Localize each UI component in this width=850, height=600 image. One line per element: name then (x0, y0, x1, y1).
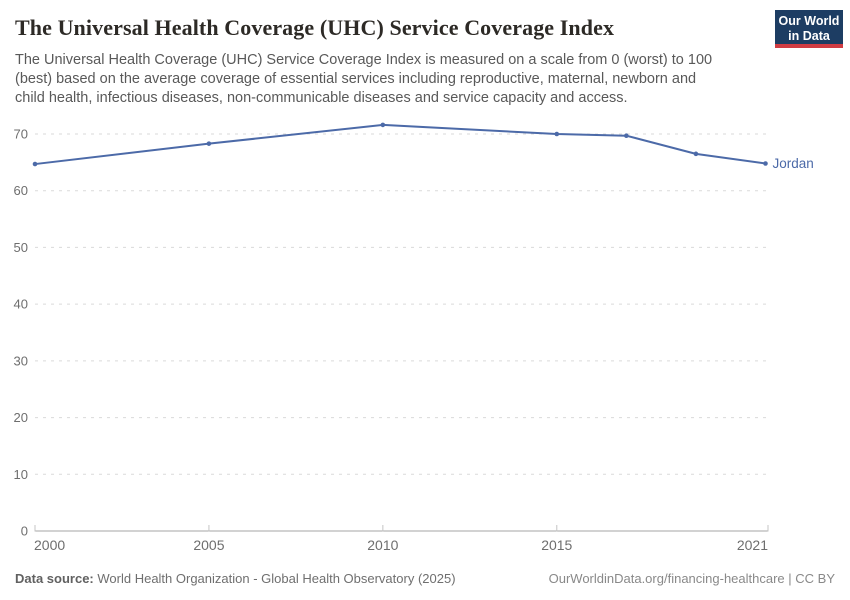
chart-subtitle: The Universal Health Coverage (UHC) Serv… (15, 52, 713, 107)
y-tick-label-30: 30 (14, 353, 28, 368)
x-tick-label-2005: 2005 (193, 537, 224, 553)
owid-logo-line2: in Data (788, 28, 830, 43)
x-tick-label-2015: 2015 (541, 537, 572, 553)
page-title: The Universal Health Coverage (UHC) Serv… (15, 15, 615, 40)
y-tick-label-20: 20 (14, 410, 28, 425)
license-link[interactable]: OurWorldinData.org/financing-healthcare … (548, 571, 835, 586)
y-tick-label-0: 0 (21, 524, 28, 539)
data-point-2017[interactable] (624, 133, 629, 139)
data-source-text: World Health Organization - Global Healt… (97, 571, 456, 586)
data-point-2000[interactable] (32, 161, 38, 167)
y-tick-label-50: 50 (14, 240, 28, 255)
data-source: Data source: World Health Organization -… (15, 571, 456, 586)
chart-footer: Data source: World Health Organization -… (15, 571, 835, 586)
data-point-2015[interactable] (554, 131, 560, 137)
x-tick-label-2000: 2000 (34, 537, 65, 553)
owid-logo[interactable]: Our World in Data (775, 10, 843, 48)
series-end-label[interactable]: Jordan (773, 156, 814, 171)
y-tick-label-70: 70 (14, 127, 28, 142)
y-tick-label-10: 10 (14, 467, 28, 482)
y-tick-label-40: 40 (14, 297, 28, 312)
x-tick-label-2010: 2010 (367, 537, 398, 553)
data-source-label: Data source: (15, 571, 94, 586)
chart-header: The Universal Health Coverage (UHC) Serv… (15, 15, 835, 108)
data-point-2021[interactable] (763, 161, 768, 166)
data-point-2010[interactable] (380, 122, 386, 128)
data-point-2019[interactable] (693, 151, 699, 157)
series-line-jordan[interactable] (34, 123, 767, 166)
y-tick-label-60: 60 (14, 183, 28, 198)
x-tick-label-2021: 2021 (737, 537, 768, 553)
owid-logo-line1: Our World (778, 14, 840, 28)
data-point-2005[interactable] (206, 141, 212, 146)
